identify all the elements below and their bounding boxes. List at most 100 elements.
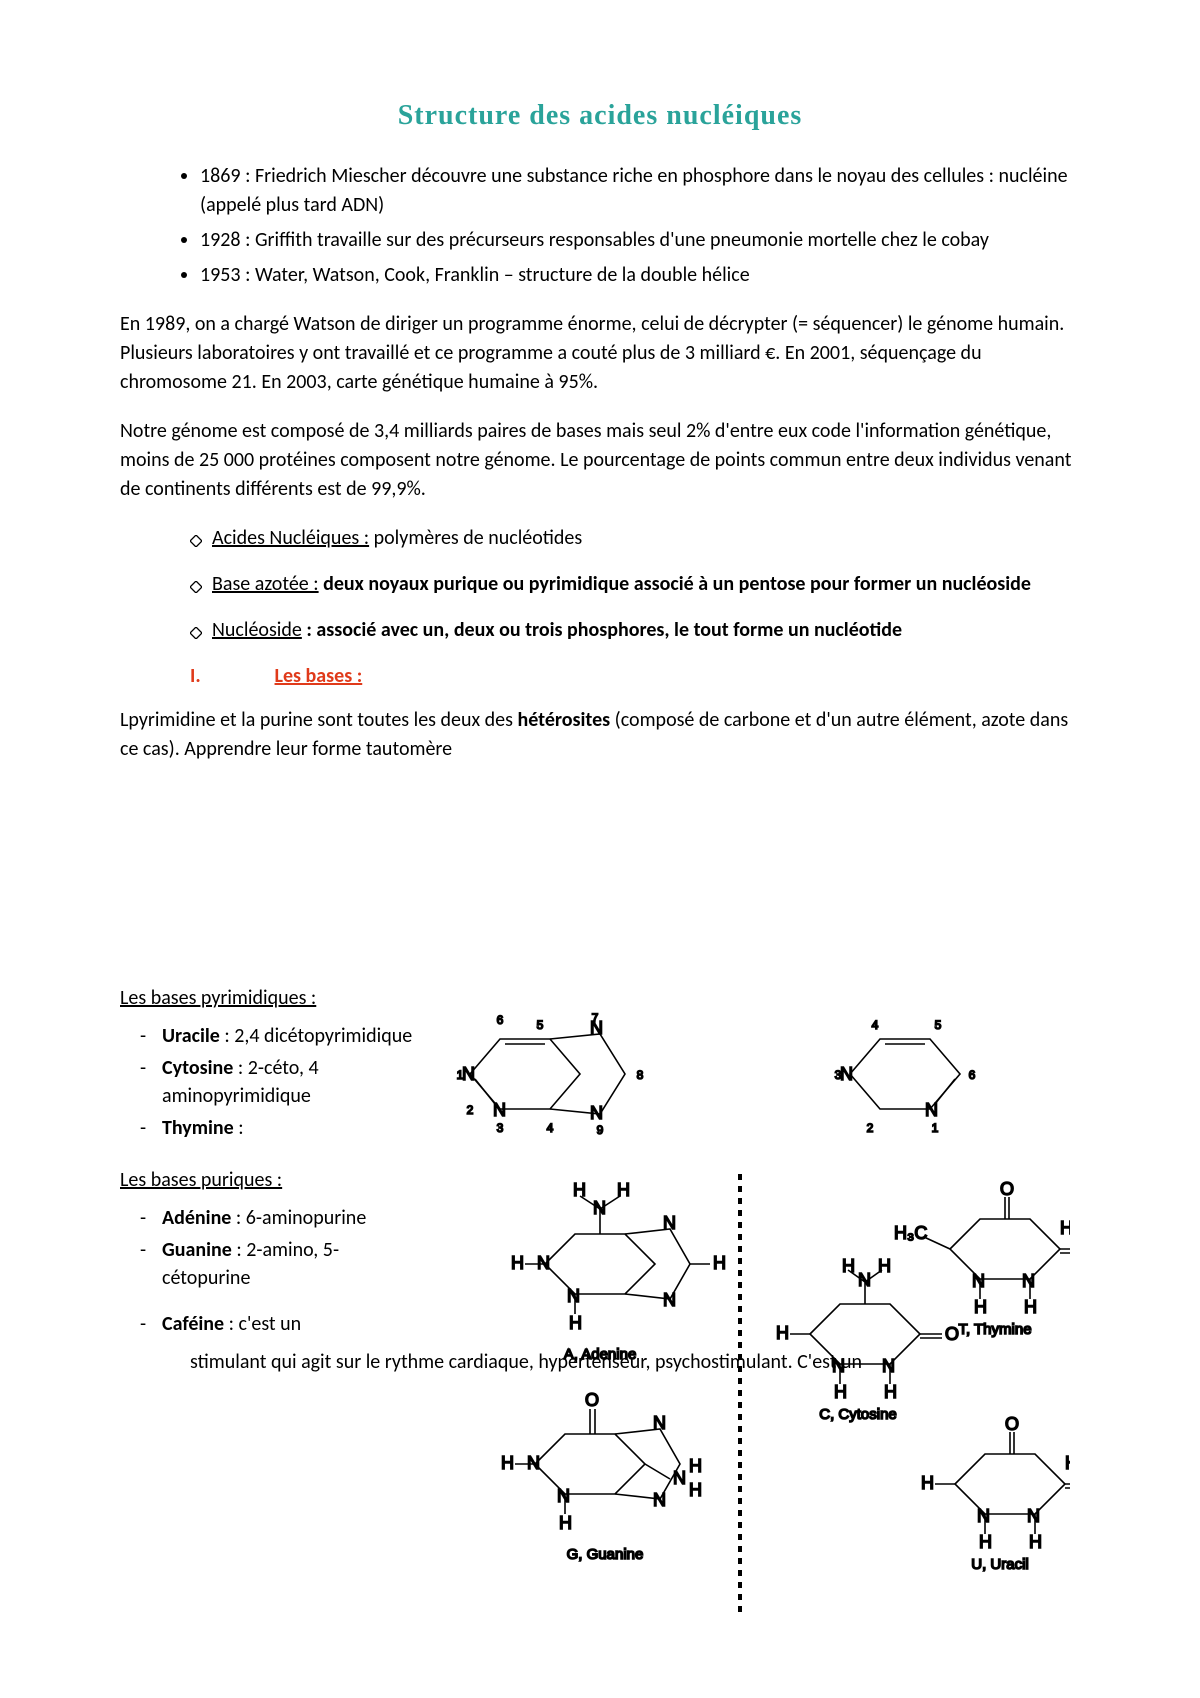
pyrimidine-skeleton — [850, 1039, 960, 1109]
molecule-label: G, Guanine — [567, 1546, 644, 1563]
definition-term: Base azotée : — [212, 572, 319, 596]
svg-text:N: N — [653, 1490, 666, 1510]
svg-text:N: N — [925, 1100, 938, 1120]
definition-item: Base azotée : deux noyaux purique ou pyr… — [190, 570, 1080, 602]
diamond-bullet-icon — [190, 619, 212, 648]
atom-number: 4 — [547, 1121, 554, 1135]
list-item: Guanine : 2-amino, 5-cétopurine — [162, 1236, 425, 1292]
svg-text:O: O — [945, 1324, 959, 1344]
svg-text:H: H — [878, 1256, 891, 1276]
list-item: Adénine : 6-aminopurine — [162, 1204, 425, 1232]
base-name: Adénine — [162, 1206, 231, 1230]
molecule-label: U, Uracil — [971, 1556, 1029, 1573]
base-desc: : c'est un — [224, 1312, 301, 1336]
svg-text:H: H — [921, 1473, 934, 1493]
base-desc: : 2,4 dicétopyrimidique — [220, 1024, 412, 1048]
list-item: 1928 : Griffith travaille sur des précur… — [200, 226, 1080, 255]
definition-item: Acides Nucléiques : polymères de nucléot… — [190, 524, 1080, 556]
list-item: Uracile : 2,4 dicétopyrimidique — [162, 1022, 425, 1050]
svg-text:O: O — [585, 1390, 599, 1410]
svg-text:H: H — [511, 1253, 524, 1273]
purine-list: Adénine : 6-aminopurine Guanine : 2-amin… — [120, 1204, 425, 1292]
molecule-label: A, Adenine — [564, 1346, 637, 1363]
list-item: Thymine : — [162, 1114, 425, 1142]
definition-body: polymères de nucléotides — [369, 526, 582, 550]
n-atoms: N N N N — [462, 1018, 603, 1123]
pyrimidine-list: Uracile : 2,4 dicétopyrimidique Cytosine… — [120, 1022, 425, 1142]
definition-item: Nucléoside : associé avec un, deux ou tr… — [190, 616, 1080, 648]
svg-text:N: N — [977, 1506, 990, 1526]
svg-text:N: N — [1027, 1506, 1040, 1526]
svg-text:H: H — [842, 1256, 855, 1276]
svg-text:N: N — [557, 1486, 570, 1506]
definition-term: Nucléoside — [212, 618, 302, 642]
svg-text:N: N — [832, 1356, 845, 1376]
svg-text:N: N — [858, 1270, 871, 1290]
molecule-label: C, Cytosine — [819, 1406, 897, 1423]
svg-text:H: H — [689, 1480, 702, 1500]
guanine-molecule: O N N N N H H N H H — [501, 1390, 702, 1533]
cafeine-list: Caféine : c'est un — [120, 1310, 425, 1338]
svg-text:H: H — [1060, 1218, 1070, 1238]
svg-text:N: N — [590, 1103, 603, 1123]
diamond-bullet-icon — [190, 527, 212, 556]
section-number: I. — [190, 664, 270, 688]
svg-text:H: H — [573, 1180, 586, 1200]
svg-text:H: H — [559, 1513, 572, 1533]
definition-term: Acides Nucléiques : — [212, 526, 369, 550]
atom-number: 1 — [932, 1121, 939, 1135]
thymine-molecule: O O H₃C N N H H H — [894, 1179, 1070, 1317]
svg-text:H: H — [569, 1313, 582, 1333]
page-title: Structure des acides nucléiques — [120, 100, 1080, 132]
body-paragraph: Notre génome est composé de 3,4 milliard… — [120, 417, 1080, 504]
svg-text:H: H — [501, 1453, 514, 1473]
atom-number: 8 — [637, 1068, 644, 1082]
svg-text:N: N — [567, 1286, 580, 1306]
section-heading: I. Les bases : — [120, 664, 1080, 688]
definition-body: : associé avec un, deux ou trois phospho… — [302, 618, 902, 642]
atom-number: 6 — [497, 1013, 504, 1027]
svg-text:H: H — [979, 1532, 992, 1552]
base-desc: : — [234, 1116, 244, 1140]
svg-text:N: N — [972, 1271, 985, 1291]
svg-text:H: H — [834, 1382, 847, 1402]
atom-number: 5 — [537, 1018, 544, 1032]
molecule-label: T, Thymine — [958, 1321, 1031, 1338]
left-text-column: Les bases pyrimidiques : Uracile : 2,4 d… — [120, 984, 425, 1338]
base-name: Guanine — [162, 1238, 232, 1262]
definition-body: deux noyaux purique ou pyrimidique assoc… — [319, 572, 1031, 596]
body-paragraph: En 1989, on a chargé Watson de diriger u… — [120, 310, 1080, 397]
uracil-molecule: O O N N H H H H — [921, 1414, 1070, 1552]
atom-number: 2 — [867, 1121, 874, 1135]
svg-text:N: N — [653, 1413, 666, 1433]
svg-text:N: N — [882, 1356, 895, 1376]
svg-text:N: N — [663, 1290, 676, 1310]
definitions-list: Acides Nucléiques : polymères de nucléot… — [120, 524, 1080, 648]
svg-text:H: H — [1029, 1532, 1042, 1552]
svg-text:O: O — [1000, 1179, 1014, 1199]
base-name: Cytosine — [162, 1056, 233, 1080]
svg-text:H: H — [776, 1323, 789, 1343]
atom-number: 9 — [597, 1123, 604, 1137]
base-name: Uracile — [162, 1024, 220, 1048]
section-intro: Lpyrimidine et la purine sont toutes les… — [120, 706, 1080, 764]
subsection-heading: Les bases pyrimidiques : — [120, 984, 425, 1012]
section-title: Les bases : — [275, 664, 363, 688]
svg-text:N: N — [527, 1453, 540, 1473]
list-item: Cytosine : 2-céto, 4 aminopyrimidique — [162, 1054, 425, 1110]
list-item: Caféine : c'est un — [162, 1310, 425, 1338]
svg-text:N: N — [537, 1253, 550, 1273]
cytosine-molecule: N H H O N N H H H — [776, 1256, 959, 1402]
atom-number: 5 — [935, 1018, 942, 1032]
svg-text:N: N — [593, 1198, 606, 1218]
svg-text:H: H — [617, 1180, 630, 1200]
base-name: Caféine — [162, 1312, 224, 1336]
atom-number: 4 — [872, 1018, 879, 1032]
lower-section: Les bases pyrimidiques : Uracile : 2,4 d… — [120, 984, 1080, 1338]
svg-text:H: H — [1024, 1297, 1037, 1317]
atom-number: 3 — [497, 1121, 504, 1135]
adenine-molecule: N N N N N H H H H H — [511, 1180, 726, 1333]
text-run: Lpyrimidine et la purine sont toutes les… — [120, 708, 517, 732]
base-name: Thymine — [162, 1116, 234, 1140]
svg-text:N: N — [663, 1213, 676, 1233]
